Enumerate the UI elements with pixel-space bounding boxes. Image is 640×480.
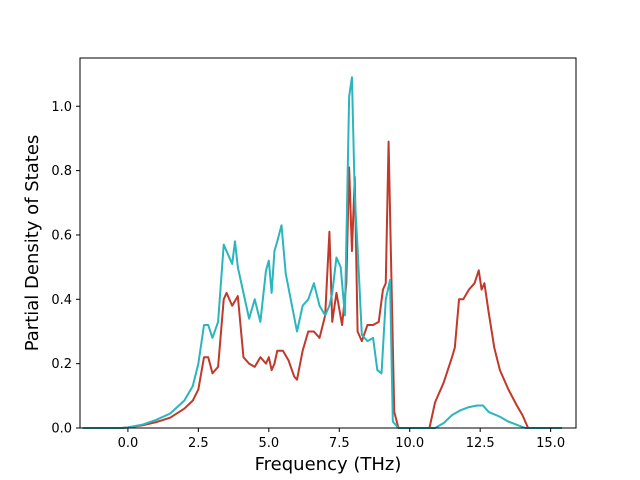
y-tick-label: 0.2	[51, 357, 72, 372]
series-layer	[82, 76, 562, 429]
y-tick-label: 0.6	[51, 228, 72, 243]
y-tick-label: 0.0	[51, 422, 72, 437]
x-tick-label: 5.0	[258, 436, 279, 451]
y-tick-label: 1.0	[51, 100, 72, 115]
plot-frame	[79, 57, 577, 429]
y-tick-label: 0.8	[51, 164, 72, 179]
y-axis: 0.0 0.2 0.4 0.6 0.8 1.0	[51, 100, 80, 437]
x-tick-label: 12.5	[466, 436, 495, 451]
series-line-1	[82, 140, 562, 429]
x-tick-label: 2.5	[188, 436, 209, 451]
x-axis-label: Frequency (THz)	[255, 454, 402, 475]
x-tick-label: 15.0	[536, 436, 565, 451]
x-tick-label: 10.0	[395, 436, 424, 451]
y-axis-label: Partial Density of States	[22, 135, 43, 352]
x-tick-label: 0.0	[118, 436, 139, 451]
series-line-2	[82, 76, 562, 429]
y-tick-label: 0.4	[51, 293, 72, 308]
x-tick-label: 7.5	[329, 436, 350, 451]
x-axis: 0.0 2.5 5.0 7.5 10.0 12.5 15.0	[118, 428, 565, 451]
